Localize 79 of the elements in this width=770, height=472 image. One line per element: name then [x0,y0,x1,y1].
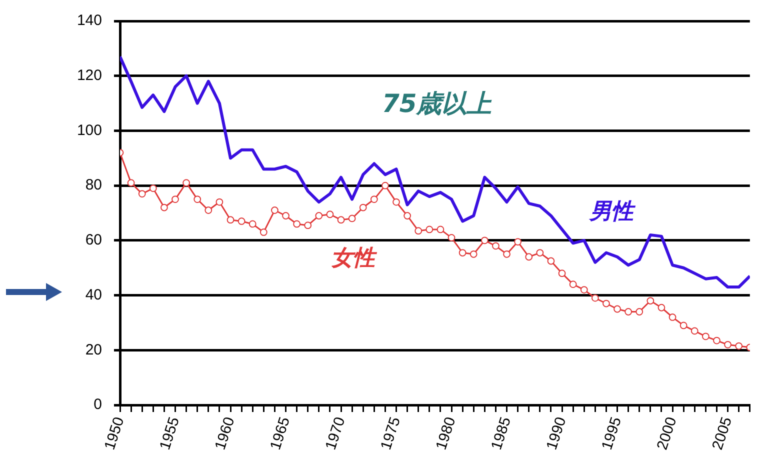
point [293,220,301,228]
point [713,336,720,344]
point [404,212,412,220]
point [414,227,422,235]
point [260,228,268,236]
point [382,182,389,190]
point [602,300,610,308]
point [458,249,466,256]
point [160,204,168,212]
x-tick-label: 1955 [156,415,183,452]
point [172,196,179,203]
point [248,220,256,228]
point [448,234,456,242]
point [724,340,732,348]
point [591,294,599,302]
point [436,226,444,234]
point [359,204,367,212]
point [182,179,190,187]
point [569,280,577,288]
point [149,184,157,192]
point [470,250,478,258]
y-tick-label: 120 [76,67,102,84]
point [271,206,278,214]
x-tick-label: 1995 [598,415,626,452]
y-tick-label: 80 [85,176,102,194]
point [216,198,224,206]
point [127,179,135,187]
series-label: 男性 [588,200,636,225]
y-tick-label: 0 [94,396,102,414]
point [194,196,202,203]
point [514,238,522,246]
x-tick-label: 1965 [267,415,294,452]
point [558,270,566,278]
point [690,327,698,335]
point [614,305,621,313]
point [226,216,234,224]
point [646,297,654,304]
y-tick-label: 140 [76,12,102,30]
point [547,257,555,265]
point [525,253,533,261]
point [282,212,290,220]
x-tick-label: 1970 [322,415,349,452]
point [392,198,400,206]
point [138,190,146,198]
point [426,226,434,234]
point [326,210,334,218]
point [580,286,588,294]
point [370,196,378,203]
point [348,214,356,222]
point [624,308,632,316]
point [480,236,488,244]
x-tick-label: 2005 [709,415,736,452]
point [304,222,312,230]
point [668,314,676,321]
point [636,308,644,316]
point [680,322,688,330]
series-label: 女性 [331,246,378,271]
x-tick-label: 1980 [432,415,460,452]
point [702,332,710,340]
annotation: 75歳以上 [382,88,493,118]
point [492,242,500,250]
point [315,212,323,220]
x-tick-label: 1990 [543,415,570,452]
point [204,206,212,214]
x-tick-label: 1975 [378,415,404,452]
x-tick-label: 1950 [101,415,128,452]
y-tick-label: 40 [85,286,102,304]
y-tick-label: 60 [85,232,102,249]
x-tick-label: 1960 [212,415,238,452]
point [536,249,544,256]
x-tick-label: 2000 [654,415,680,452]
x-tick-label: 1985 [488,415,515,452]
point [735,342,743,350]
y-tick-label: 100 [76,122,102,139]
point [658,304,666,312]
point [337,216,345,224]
y-tick-label: 20 [85,341,102,358]
point [503,250,510,258]
point [238,218,246,225]
